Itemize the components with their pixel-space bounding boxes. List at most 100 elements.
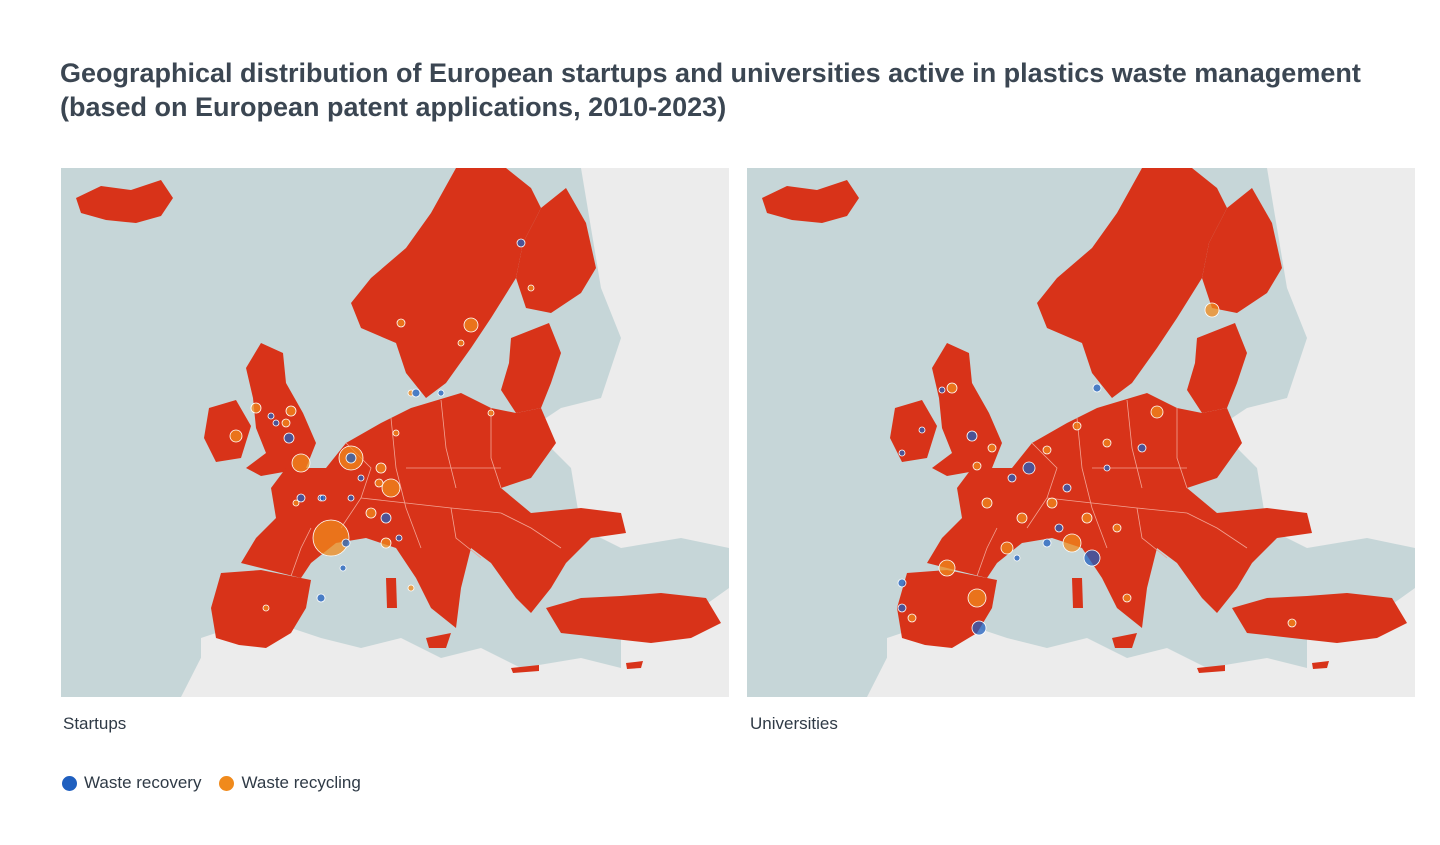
country-norway-sweden bbox=[1037, 168, 1227, 398]
legend-item-waste-recycling: Waste recycling bbox=[219, 773, 361, 793]
waste-recovery-point bbox=[1007, 473, 1017, 483]
waste-recovery-point bbox=[938, 386, 946, 394]
waste-recovery-point bbox=[1092, 383, 1102, 393]
waste-recycling-point bbox=[229, 429, 243, 443]
waste-recycling-point bbox=[1204, 302, 1220, 318]
country-crete bbox=[1197, 665, 1225, 673]
country-border bbox=[1026, 442, 1058, 529]
legend-swatch-recovery bbox=[62, 775, 77, 791]
country-iberia bbox=[211, 570, 311, 648]
waste-recovery-point bbox=[1083, 549, 1101, 567]
waste-recycling-point bbox=[281, 418, 291, 428]
country-border bbox=[500, 512, 562, 549]
waste-recovery-point bbox=[1042, 538, 1052, 548]
atlantic-africa bbox=[867, 638, 922, 697]
waste-recovery-point bbox=[267, 412, 275, 420]
legend-item-waste-recovery: Waste recovery bbox=[62, 773, 201, 793]
country-continent bbox=[241, 393, 626, 628]
waste-recovery-point bbox=[971, 620, 987, 636]
country-iceland bbox=[76, 180, 173, 223]
country-border bbox=[1076, 417, 1108, 549]
country-border bbox=[490, 408, 502, 489]
country-estonia-latvia-lithuania bbox=[1187, 323, 1247, 413]
country-border bbox=[440, 399, 457, 489]
country-border bbox=[290, 527, 312, 577]
waste-recovery-point bbox=[918, 426, 926, 434]
country-estonia-latvia-lithuania bbox=[501, 323, 561, 413]
country-sicily bbox=[426, 633, 451, 648]
waste-recovery-point bbox=[345, 452, 357, 464]
waste-recycling-point bbox=[1062, 533, 1082, 553]
waste-recycling-point bbox=[1072, 421, 1082, 431]
country-norway-sweden bbox=[351, 168, 541, 398]
country-border bbox=[390, 417, 422, 549]
map-background bbox=[181, 168, 729, 697]
waste-recovery-point bbox=[1137, 443, 1147, 453]
waste-recovery-point bbox=[380, 512, 392, 524]
startups-caption: Startups bbox=[63, 714, 127, 733]
title-line-2: (based on European patent applications, … bbox=[60, 92, 727, 122]
startups-map bbox=[61, 168, 729, 697]
waste-recycling-point bbox=[907, 613, 917, 623]
country-border bbox=[1126, 399, 1143, 489]
waste-recovery-point bbox=[1103, 464, 1111, 472]
atlantic-africa bbox=[181, 638, 236, 697]
startups-map-svg bbox=[76, 168, 729, 697]
waste-recycling-point bbox=[946, 382, 958, 394]
waste-recycling-point bbox=[463, 317, 479, 333]
waste-recycling-point bbox=[1112, 523, 1122, 533]
waste-recycling-point bbox=[285, 405, 297, 417]
waste-recovery-point bbox=[341, 538, 351, 548]
legend-swatch-recycling bbox=[219, 775, 235, 791]
waste-recycling-point bbox=[1287, 618, 1297, 628]
waste-recycling-point bbox=[1081, 512, 1093, 524]
waste-recycling-point bbox=[981, 497, 993, 509]
waste-recovery-point bbox=[316, 593, 326, 603]
country-crete bbox=[511, 665, 539, 673]
waste-recovery-point bbox=[1054, 523, 1064, 533]
country-sardinia-corsica bbox=[386, 578, 397, 608]
legend: Waste recovery Waste recycling bbox=[62, 773, 379, 793]
waste-recovery-point bbox=[357, 474, 365, 482]
waste-recycling-point bbox=[392, 429, 400, 437]
startup-points bbox=[229, 238, 535, 612]
waste-recycling-point bbox=[1122, 593, 1132, 603]
country-continent bbox=[927, 393, 1312, 628]
waste-recycling-point bbox=[972, 461, 982, 471]
waste-recovery-point bbox=[1022, 461, 1036, 475]
country-border bbox=[450, 507, 482, 559]
legend-label-recycling: Waste recycling bbox=[241, 773, 361, 792]
waste-recycling-point bbox=[527, 284, 535, 292]
waste-recycling-point bbox=[407, 584, 415, 592]
legend-label-recovery: Waste recovery bbox=[84, 773, 202, 792]
waste-recycling-point bbox=[380, 537, 392, 549]
waste-recovery-point bbox=[1062, 483, 1072, 493]
waste-recovery-point bbox=[1013, 554, 1021, 562]
waste-recycling-point bbox=[291, 453, 311, 473]
universities-caption: Universities bbox=[750, 714, 838, 733]
waste-recycling-point bbox=[938, 559, 956, 577]
waste-recycling-point bbox=[312, 519, 350, 557]
waste-recovery-point bbox=[319, 494, 327, 502]
country-finland bbox=[1202, 188, 1282, 313]
country-border bbox=[1176, 408, 1188, 489]
waste-recycling-point bbox=[292, 499, 300, 507]
country-cyprus bbox=[626, 661, 643, 669]
waste-recovery-point bbox=[516, 238, 526, 248]
country-ireland bbox=[890, 400, 937, 462]
waste-recovery-point bbox=[897, 578, 907, 588]
non-european-land bbox=[531, 168, 729, 697]
waste-recycling-point bbox=[1042, 445, 1052, 455]
non-european-land bbox=[1217, 168, 1415, 697]
chart-title: Geographical distribution of European st… bbox=[60, 56, 1400, 124]
waste-recovery-point bbox=[283, 432, 295, 444]
waste-recovery-point bbox=[898, 449, 906, 457]
country-sardinia-corsica bbox=[1072, 578, 1083, 608]
waste-recovery-point bbox=[395, 534, 403, 542]
waste-recovery-point bbox=[897, 603, 907, 613]
country-sicily bbox=[1112, 633, 1137, 648]
waste-recovery-point bbox=[347, 494, 355, 502]
north-africa bbox=[887, 618, 1307, 697]
european-countries bbox=[762, 168, 1407, 673]
universities-map bbox=[747, 168, 1415, 697]
